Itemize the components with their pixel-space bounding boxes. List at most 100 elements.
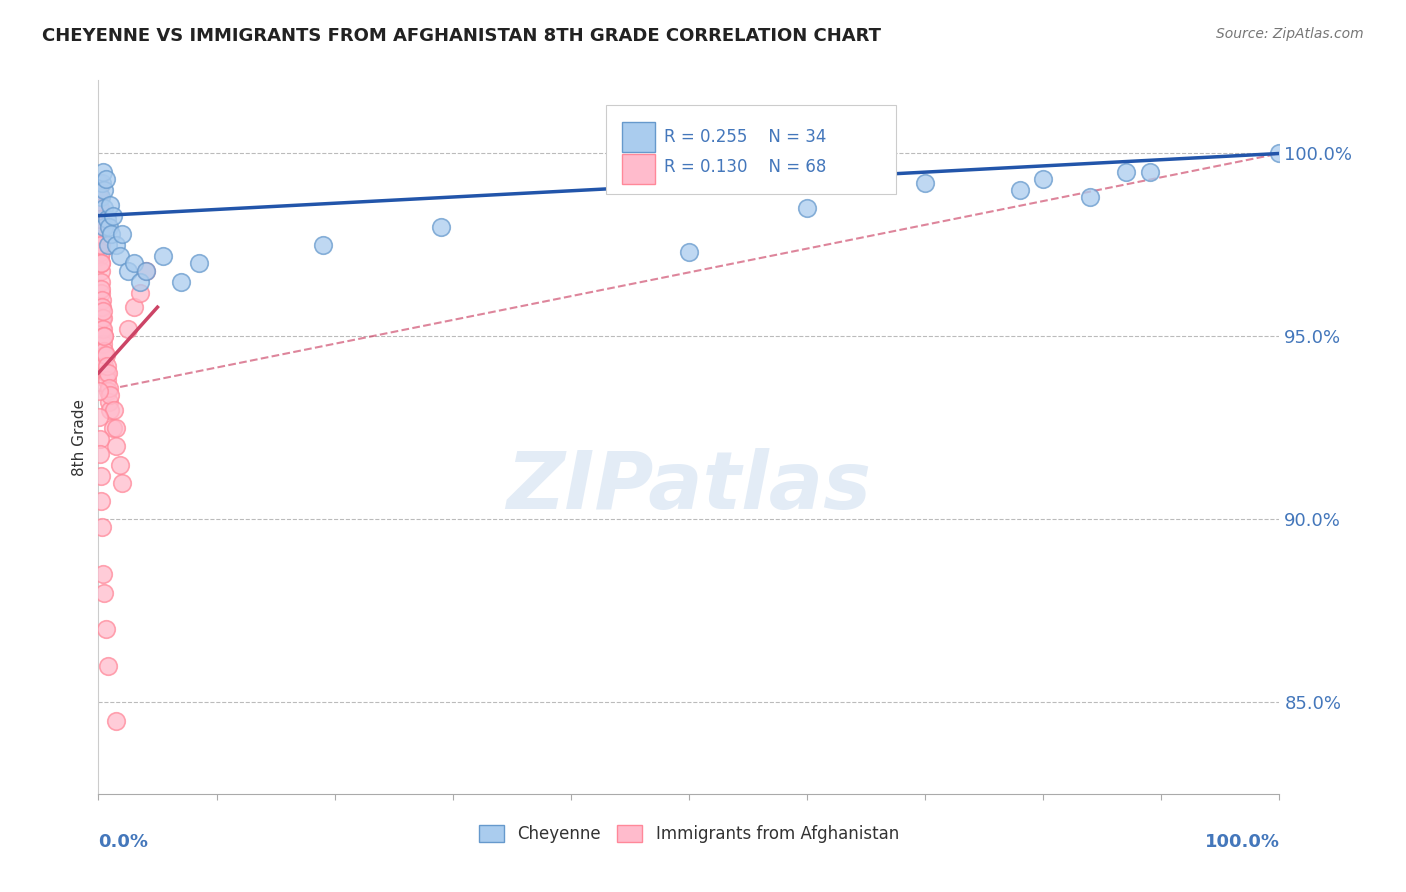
- Point: [89, 432, 111, 446]
- Text: Source: ZipAtlas.com: Source: ZipAtlas.com: [1216, 27, 1364, 41]
- Point: [914, 176, 936, 190]
- Point: [91, 300, 114, 314]
- Point: [170, 275, 193, 289]
- Point: [90, 468, 112, 483]
- Point: [90, 238, 112, 252]
- Text: R = 0.255    N = 34: R = 0.255 N = 34: [664, 128, 827, 145]
- Text: 0.0%: 0.0%: [98, 833, 149, 851]
- Point: [89, 227, 111, 241]
- Point: [91, 520, 114, 534]
- Point: [91, 322, 114, 336]
- Point: [90, 190, 112, 204]
- Point: [101, 209, 124, 223]
- Point: [97, 658, 120, 673]
- Point: [93, 202, 115, 216]
- FancyBboxPatch shape: [621, 153, 655, 184]
- Point: [87, 219, 110, 234]
- Point: [90, 275, 112, 289]
- Point: [89, 212, 111, 227]
- Point: [94, 172, 117, 186]
- Point: [105, 421, 128, 435]
- Point: [87, 409, 110, 424]
- Point: [122, 256, 145, 270]
- Point: [430, 219, 453, 234]
- Point: [91, 165, 114, 179]
- Point: [1032, 172, 1054, 186]
- Point: [90, 256, 112, 270]
- Point: [98, 388, 121, 402]
- Point: [105, 439, 128, 453]
- Point: [91, 303, 114, 318]
- Point: [87, 202, 110, 216]
- Point: [96, 212, 118, 227]
- Point: [101, 421, 124, 435]
- Point: [93, 219, 115, 234]
- Point: [90, 300, 112, 314]
- Point: [1008, 183, 1031, 197]
- Point: [93, 348, 115, 362]
- Point: [128, 275, 150, 289]
- Point: [97, 238, 120, 252]
- Point: [100, 227, 122, 241]
- Point: [93, 359, 115, 373]
- Text: 100.0%: 100.0%: [1205, 833, 1279, 851]
- FancyBboxPatch shape: [606, 105, 896, 194]
- Point: [87, 183, 110, 197]
- Point: [93, 344, 115, 359]
- Point: [89, 227, 111, 241]
- Point: [91, 329, 114, 343]
- Point: [96, 359, 118, 373]
- Point: [91, 336, 114, 351]
- Point: [93, 183, 115, 197]
- Point: [98, 402, 121, 417]
- Point: [94, 366, 117, 380]
- Point: [117, 322, 139, 336]
- Point: [93, 329, 115, 343]
- Point: [96, 373, 118, 387]
- Text: CHEYENNE VS IMMIGRANTS FROM AFGHANISTAN 8TH GRADE CORRELATION CHART: CHEYENNE VS IMMIGRANTS FROM AFGHANISTAN …: [42, 27, 882, 45]
- Point: [97, 366, 120, 380]
- Point: [90, 263, 112, 277]
- Point: [98, 219, 121, 234]
- Point: [90, 293, 112, 307]
- Point: [312, 238, 335, 252]
- Point: [187, 256, 209, 270]
- Point: [89, 190, 111, 204]
- Point: [89, 249, 111, 263]
- Point: [91, 567, 114, 582]
- Point: [105, 238, 128, 252]
- Point: [94, 622, 117, 636]
- Y-axis label: 8th Grade: 8th Grade: [72, 399, 87, 475]
- Point: [105, 714, 128, 728]
- Legend: Cheyenne, Immigrants from Afghanistan: Cheyenne, Immigrants from Afghanistan: [472, 818, 905, 850]
- Point: [91, 311, 114, 326]
- FancyBboxPatch shape: [621, 121, 655, 152]
- Point: [111, 227, 134, 241]
- Point: [90, 311, 112, 326]
- Point: [128, 285, 150, 300]
- Point: [89, 212, 111, 227]
- Point: [93, 585, 115, 599]
- Point: [91, 322, 114, 336]
- Point: [89, 202, 111, 216]
- Point: [90, 494, 112, 508]
- Point: [94, 348, 117, 362]
- Point: [796, 202, 818, 216]
- Point: [89, 238, 111, 252]
- Point: [122, 300, 145, 314]
- Point: [98, 395, 121, 409]
- Point: [90, 285, 112, 300]
- Point: [152, 249, 174, 263]
- Point: [1115, 165, 1137, 179]
- Point: [135, 263, 157, 277]
- Point: [90, 256, 112, 270]
- Point: [135, 263, 157, 277]
- Text: R = 0.130    N = 68: R = 0.130 N = 68: [664, 159, 827, 177]
- Point: [89, 176, 111, 190]
- Point: [89, 219, 111, 234]
- Point: [98, 197, 121, 211]
- Point: [90, 282, 112, 296]
- Point: [108, 458, 131, 472]
- Point: [103, 402, 125, 417]
- Point: [97, 384, 120, 399]
